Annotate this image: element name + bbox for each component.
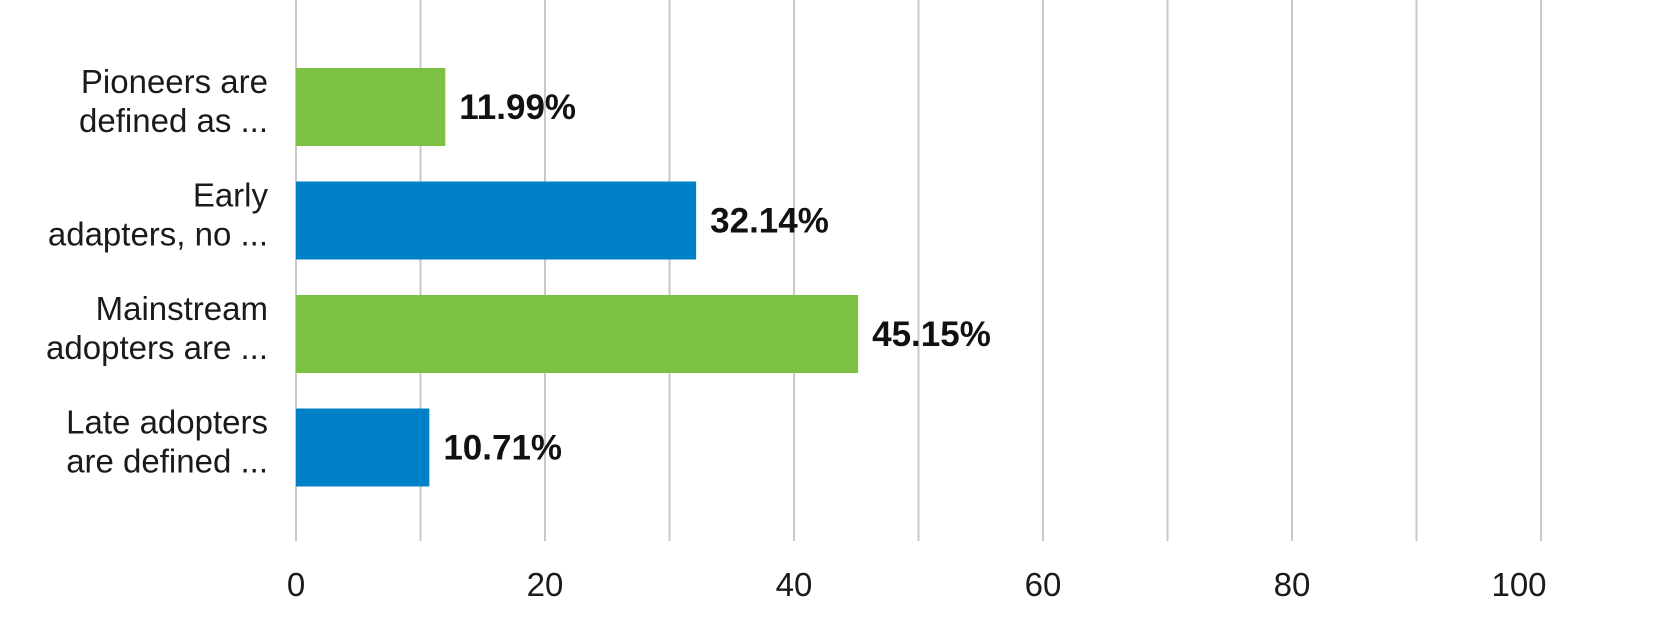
x-tick-label-100: 100 — [1491, 566, 1546, 603]
x-tick-label-0: 0 — [287, 566, 305, 603]
bar-4 — [296, 408, 430, 487]
value-label-3: 45.15% — [872, 315, 991, 354]
x-tick-label-20: 20 — [527, 566, 564, 603]
value-labels: 11.99% 32.14% 45.15% 10.71% — [443, 88, 990, 468]
bar-3 — [296, 295, 859, 373]
x-tick-label-80: 80 — [1274, 566, 1311, 603]
category-label-4: Late adopters are defined ... — [66, 404, 268, 480]
value-label-1: 11.99% — [459, 88, 576, 127]
x-tick-labels: 0 20 40 60 80 100 — [287, 566, 1547, 603]
x-tick-label-40: 40 — [776, 566, 813, 603]
value-label-2: 32.14% — [710, 202, 829, 241]
x-tick-label-60: 60 — [1025, 566, 1062, 603]
category-label-2: Early adapters, no ... — [48, 177, 269, 253]
bar-1 — [296, 68, 446, 146]
bar-2 — [296, 181, 697, 260]
category-label-3: Mainstream adopters are ... — [46, 290, 268, 366]
bars — [296, 68, 859, 487]
category-labels: Pioneers are defined as ... Early adapters,… — [46, 63, 268, 480]
category-label-1: Pioneers are defined as ... — [79, 63, 268, 139]
value-label-4: 10.71% — [443, 429, 562, 468]
